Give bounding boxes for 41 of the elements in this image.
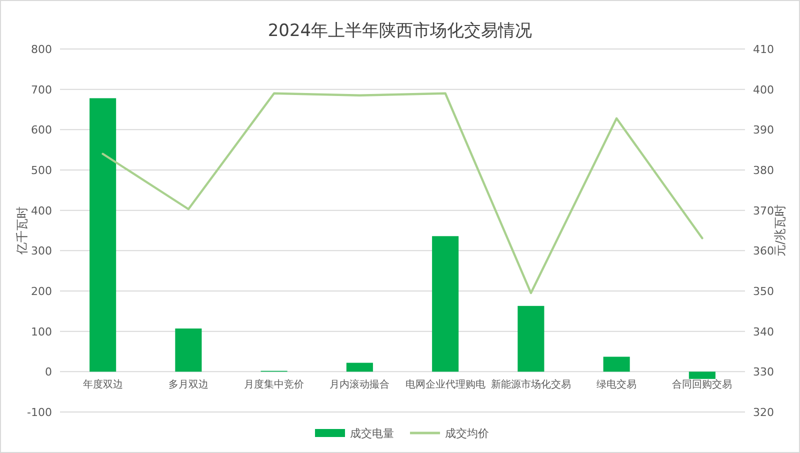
y2-tick-label: 410 [753, 43, 774, 56]
bar [518, 306, 544, 372]
legend-label: 成交电量 [350, 427, 394, 440]
y-tick-label: 200 [31, 285, 52, 298]
line-series [102, 92, 704, 294]
y-tick-label: -100 [27, 406, 52, 419]
y2-tick-label: 400 [753, 83, 774, 96]
x-tick-label: 多月双边 [168, 378, 208, 391]
bar [603, 356, 630, 372]
y2-axis-title: 元/兆瓦时 [773, 204, 787, 257]
x-tick-label: 电网企业代理购电 [405, 378, 486, 391]
bar [90, 98, 116, 372]
bar [688, 372, 716, 379]
x-tick-label: 月度集中竞价 [244, 378, 304, 391]
y-tick-label: 100 [31, 325, 52, 338]
y-axis-title: 亿千瓦时 [15, 206, 29, 256]
y2-tick-label: 350 [753, 285, 774, 298]
bar [432, 236, 459, 372]
y-tick-label: 700 [31, 83, 52, 96]
bar [175, 328, 202, 372]
y-tick-label: 500 [31, 164, 52, 177]
x-tick-label: 合同回购交易 [672, 378, 732, 391]
y-tick-label: 0 [45, 366, 52, 379]
x-tick-label: 绿电交易 [596, 378, 637, 391]
x-tick-label: 新能源市场化交易 [490, 378, 571, 391]
bar [346, 362, 373, 372]
chart-title: 2024年上半年陕西市场化交易情况 [268, 21, 532, 41]
y2-tick-label: 370 [753, 204, 774, 218]
y-tick-label: 800 [31, 43, 52, 56]
y2-tick-label: 320 [753, 406, 774, 419]
x-tick-label: 月内滚动撮合 [330, 378, 390, 391]
y2-tick-label: 380 [753, 164, 774, 177]
y2-tick-label: 330 [753, 366, 774, 379]
x-tick-label: 年度双边 [82, 378, 123, 391]
y-tick-label: 300 [31, 244, 52, 258]
y2-tick-label: 360 [753, 244, 774, 258]
y2-tick-label: 340 [753, 325, 774, 338]
y-tick-label: 400 [31, 204, 52, 218]
y2-tick-label: 390 [753, 124, 774, 137]
y-tick-label: 600 [31, 124, 52, 137]
legend-label: 成交均价 [445, 427, 489, 440]
